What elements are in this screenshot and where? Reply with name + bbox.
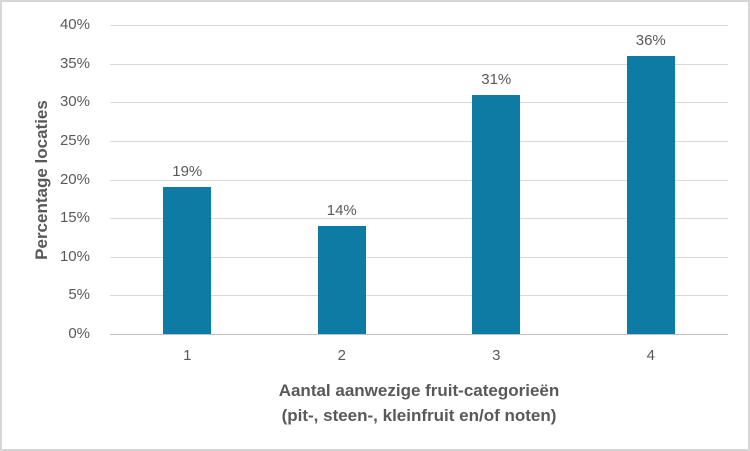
x-axis-title: Aantal aanwezige fruit-categorieën (pit-… — [110, 378, 728, 428]
gridline-25pct — [110, 140, 728, 142]
bar-category-3 — [472, 94, 521, 334]
y-tick-label-20pct: 20% — [59, 170, 90, 188]
x-tick-label-3: 3 — [492, 347, 501, 364]
y-tick-label-35pct: 35% — [59, 54, 90, 72]
y-tick-label-5pct: 5% — [68, 286, 90, 304]
bar-data-label-4: 36% — [635, 31, 666, 49]
x-tick-label-1: 1 — [183, 347, 192, 364]
bar-category-1 — [163, 187, 212, 334]
bar-data-label-2: 14% — [326, 201, 357, 219]
gridline-20pct — [110, 179, 728, 181]
bar-category-2 — [317, 225, 366, 334]
bar-data-label-3: 31% — [481, 70, 512, 88]
gridline-15pct — [110, 218, 728, 220]
plot-area: 19% 14% 31% 36% — [110, 25, 728, 335]
x-tick-label-2: 2 — [337, 347, 346, 364]
bar-data-label-1: 19% — [172, 163, 203, 181]
gridline-40pct — [110, 25, 728, 26]
y-tick-label-25pct: 25% — [59, 131, 90, 149]
gridline-35pct — [110, 63, 728, 65]
y-tick-label-0pct: 0% — [68, 325, 90, 342]
y-tick-label-15pct: 15% — [59, 209, 90, 227]
y-tick-label-10pct: 10% — [59, 247, 90, 265]
bar-category-4 — [626, 55, 675, 334]
y-tick-label-30pct: 30% — [59, 93, 90, 111]
x-axis-title-line2: (pit-, steen-, kleinfruit en/of noten) — [281, 406, 557, 425]
x-axis-line — [110, 334, 728, 335]
gridline-5pct — [110, 295, 728, 297]
x-tick-label-4: 4 — [646, 347, 655, 364]
x-axis-title-line1: Aantal aanwezige fruit-categorieën — [278, 381, 560, 400]
gridline-10pct — [110, 256, 728, 258]
gridline-30pct — [110, 102, 728, 104]
y-tick-label-40pct: 40% — [59, 16, 90, 33]
